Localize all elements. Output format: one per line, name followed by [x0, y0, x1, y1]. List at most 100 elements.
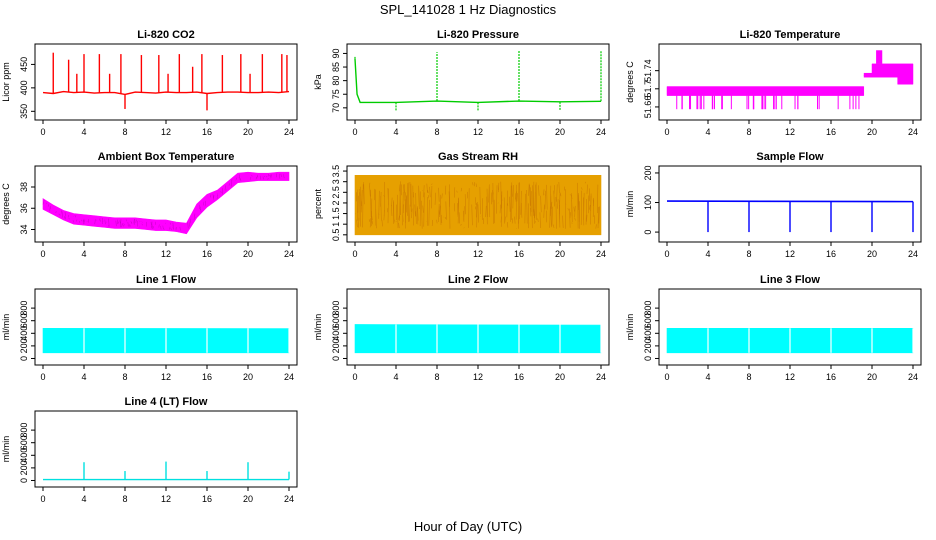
- panel-title: Line 3 Flow: [760, 274, 820, 286]
- series-noise: [76, 219, 78, 222]
- series-noise: [427, 195, 429, 199]
- series-noise: [488, 184, 490, 203]
- series-noise: [535, 182, 537, 220]
- series-noise: [590, 195, 592, 212]
- panel-title: Gas Stream RH: [438, 151, 518, 163]
- series-noise: [189, 221, 191, 227]
- series-noise: [410, 183, 412, 212]
- series-noise: [588, 188, 590, 202]
- series-noise: [463, 206, 465, 221]
- series-noise: [581, 187, 583, 190]
- series-noise: [255, 176, 257, 180]
- y-axis-label: ml/min: [1, 314, 11, 341]
- y-tick-label: 400: [643, 326, 653, 341]
- x-tick-label: 20: [867, 127, 877, 137]
- series-noise: [216, 197, 218, 199]
- y-tick-label: 1.5: [331, 207, 341, 220]
- series-noise: [78, 220, 80, 223]
- series-noise: [129, 225, 131, 227]
- series-noise: [151, 221, 153, 229]
- series-noise: [256, 174, 258, 179]
- series-noise: [475, 197, 477, 205]
- series-noise: [47, 204, 49, 207]
- series-noise: [99, 218, 101, 221]
- y-tick-label: 800: [19, 301, 29, 316]
- series-noise: [429, 186, 431, 198]
- series-noise: [492, 183, 494, 224]
- y-tick-label: 0: [643, 230, 653, 235]
- series-noise: [393, 201, 395, 221]
- x-tick-label: 4: [81, 249, 86, 259]
- series-noise: [509, 196, 511, 212]
- y-tick-label: 51.74: [643, 59, 653, 82]
- series-noise: [483, 218, 485, 225]
- x-tick-label: 0: [40, 494, 45, 504]
- y-tick-label: 600: [643, 313, 653, 328]
- series-noise: [457, 197, 459, 215]
- series-noise: [468, 188, 470, 228]
- x-tick-label: 0: [664, 249, 669, 259]
- series-noise: [562, 215, 564, 228]
- series-noise: [257, 176, 259, 178]
- series-noise: [127, 221, 129, 227]
- series-noise: [378, 213, 380, 216]
- series-noise: [540, 195, 542, 213]
- series-noise: [543, 189, 545, 196]
- series-noise: [574, 217, 576, 221]
- x-tick-label: 0: [664, 372, 669, 382]
- series-noise: [283, 174, 285, 176]
- series-noise: [584, 181, 586, 184]
- series-noise: [42, 202, 44, 205]
- series-noise: [72, 220, 74, 223]
- panel-title: Line 4 (LT) Flow: [125, 396, 208, 408]
- series-noise: [179, 226, 181, 231]
- series-group: [666, 200, 914, 233]
- x-axis-title: Hour of Day (UTC): [414, 519, 522, 534]
- plot-frame: [34, 288, 298, 366]
- series-noise: [129, 224, 131, 227]
- series-noise: [121, 223, 123, 228]
- series-noise: [526, 189, 528, 224]
- series-noise: [262, 176, 264, 180]
- series-noise: [370, 189, 372, 218]
- series-noise: [117, 221, 119, 224]
- series-noise: [553, 185, 555, 194]
- series-noise: [486, 196, 488, 225]
- series-noise: [359, 189, 361, 197]
- panel-7: Line 1 Flow ml/min 0 4 8 12 16 20 24 0 20040060080…: [1, 274, 298, 382]
- x-tick-label: 12: [161, 372, 171, 382]
- y-tick-label: 34: [19, 224, 29, 234]
- series-noise: [401, 184, 403, 196]
- series-envelope: [42, 171, 290, 235]
- x-tick-label: 0: [40, 249, 45, 259]
- series-noise: [500, 216, 502, 223]
- series-noise: [458, 212, 460, 224]
- series-noise: [512, 185, 514, 209]
- series-noise: [500, 181, 502, 209]
- series-group: [42, 327, 290, 354]
- series-noise: [119, 220, 121, 224]
- series-noise: [438, 187, 440, 202]
- y-tick-label: 450: [19, 57, 29, 72]
- y-tick-label: 200: [19, 338, 29, 353]
- series-noise: [133, 219, 135, 225]
- series-noise: [363, 182, 365, 205]
- x-tick-label: 12: [161, 249, 171, 259]
- plot-frame: [34, 43, 298, 121]
- y-tick-label: 80: [331, 76, 341, 86]
- series-noise: [123, 223, 125, 227]
- series-noise: [473, 182, 475, 187]
- series-noise: [514, 216, 516, 224]
- series-noise: [501, 195, 503, 201]
- x-tick-label: 20: [867, 372, 877, 382]
- x-tick-label: 12: [473, 249, 483, 259]
- x-tick-label: 0: [40, 372, 45, 382]
- series-noise: [580, 190, 582, 225]
- series-noise: [498, 185, 500, 191]
- x-tick-label: 8: [122, 494, 127, 504]
- series-noise: [504, 216, 506, 223]
- series-noise: [598, 206, 600, 224]
- panel-4: Ambient Box Temperature degrees C 0 4 8 12 16 2…: [1, 151, 298, 259]
- series-noise: [94, 219, 96, 225]
- x-tick-label: 8: [122, 372, 127, 382]
